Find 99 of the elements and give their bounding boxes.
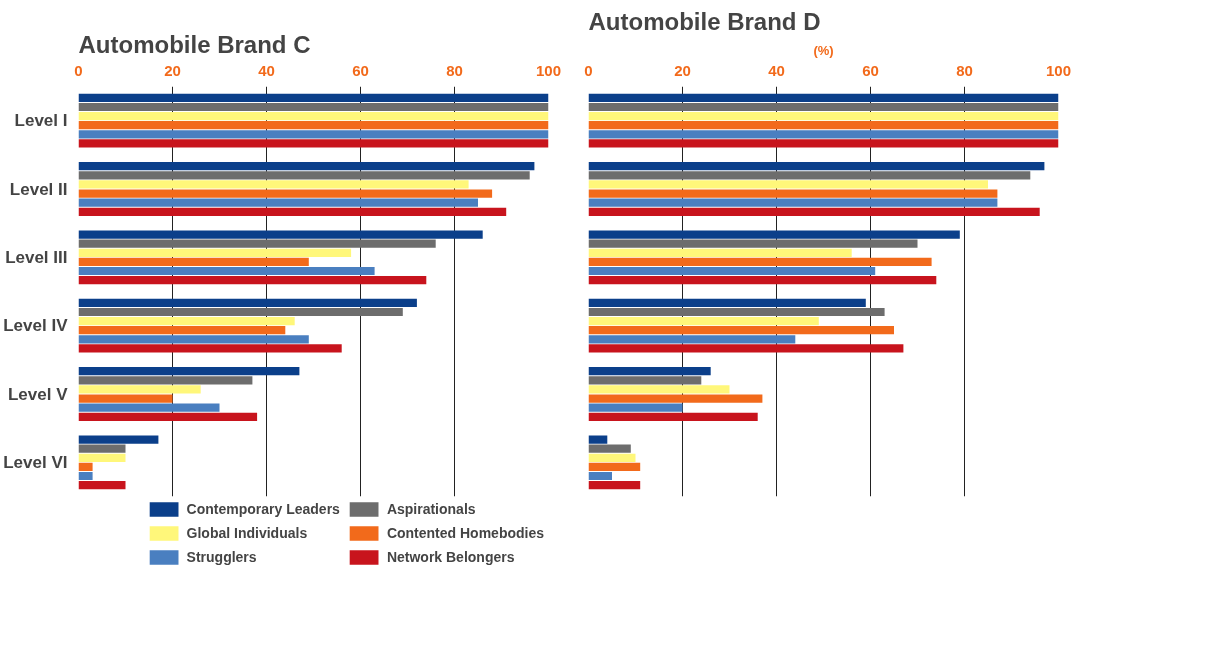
bar — [78, 307, 403, 317]
y-tick-label: Level II — [9, 179, 68, 199]
bar — [78, 162, 535, 171]
bar — [78, 266, 375, 276]
legend-label: Contented Homebodies — [386, 525, 544, 541]
bar — [78, 180, 469, 189]
x-tick-label: 80 — [956, 61, 973, 79]
bar — [78, 130, 549, 139]
bar — [588, 121, 1059, 130]
bar — [588, 481, 641, 490]
bar — [78, 471, 93, 481]
bar — [588, 394, 763, 403]
bar — [588, 412, 758, 421]
bar — [78, 248, 352, 257]
bar — [78, 93, 549, 102]
bar — [78, 102, 549, 112]
bar — [588, 266, 876, 276]
bar — [588, 298, 866, 307]
bar — [78, 385, 201, 394]
legend-label: Global Individuals — [186, 525, 308, 541]
bar — [78, 344, 342, 353]
chart-title: Automobile Brand D — [588, 7, 821, 35]
y-tick-label: Level V — [7, 384, 69, 404]
bar — [78, 298, 417, 307]
y-tick-label: Level I — [14, 111, 68, 131]
bar — [588, 93, 1059, 102]
bar — [588, 239, 918, 248]
bar — [588, 189, 998, 198]
x-tick-label: 100 — [535, 61, 562, 79]
bar — [78, 326, 286, 335]
x-tick-label: 60 — [862, 61, 879, 79]
bar — [588, 385, 730, 394]
bar — [78, 112, 549, 121]
bar — [78, 317, 295, 326]
bar — [78, 198, 478, 207]
bar — [588, 162, 1045, 171]
bar — [588, 435, 608, 444]
y-tick-label: Level VI — [3, 452, 68, 472]
bar — [78, 462, 93, 471]
bar — [78, 412, 258, 421]
x-tick-label: 100 — [1045, 61, 1072, 79]
bar — [78, 367, 300, 376]
bar — [78, 394, 173, 403]
bar — [588, 403, 683, 412]
x-tick-label: 40 — [768, 61, 785, 79]
bar — [588, 317, 819, 326]
bar — [588, 453, 636, 462]
bar — [588, 326, 894, 335]
bar — [588, 207, 1040, 216]
x-tick-label: 20 — [164, 61, 181, 79]
bar — [588, 367, 711, 376]
x-axis-title: (%) — [813, 42, 834, 58]
bar — [588, 130, 1059, 139]
bar — [78, 481, 126, 490]
bar — [588, 257, 932, 266]
bar — [78, 453, 126, 462]
bar — [78, 435, 159, 444]
legend-label: Network Belongers — [386, 549, 515, 565]
bar — [588, 230, 960, 239]
bar — [78, 276, 427, 285]
bar — [78, 171, 530, 180]
bar — [78, 376, 253, 385]
bar — [78, 139, 549, 148]
bar — [588, 171, 1031, 180]
bar — [588, 344, 904, 353]
bar — [78, 444, 126, 453]
x-tick-label: 60 — [352, 61, 369, 79]
bar — [78, 239, 436, 248]
bar — [588, 276, 937, 285]
legend-label: Aspirationals — [386, 501, 476, 517]
bar — [588, 335, 796, 344]
bar — [588, 180, 988, 189]
bar — [588, 307, 885, 317]
x-tick-label: 40 — [258, 61, 275, 79]
bar — [588, 471, 612, 481]
x-tick-label: 0 — [584, 61, 593, 79]
legend-label: Contemporary Leaders — [186, 501, 340, 517]
bar — [588, 112, 1059, 121]
bar — [78, 335, 309, 344]
bar — [78, 403, 220, 412]
bar — [588, 139, 1059, 148]
bar — [588, 248, 852, 257]
bar — [588, 102, 1059, 112]
bar — [588, 462, 641, 471]
bar — [78, 257, 309, 266]
x-tick-label: 80 — [446, 61, 463, 79]
y-tick-label: Level IV — [3, 316, 69, 336]
x-tick-label: 0 — [74, 61, 83, 79]
bar — [78, 230, 483, 239]
bar — [78, 121, 549, 130]
y-tick-label: Level III — [5, 247, 68, 267]
chart-title: Automobile Brand C — [78, 30, 311, 58]
bar — [78, 189, 493, 198]
bar — [588, 198, 998, 207]
legend-label: Strugglers — [186, 549, 257, 565]
bar — [588, 376, 702, 385]
x-tick-label: 20 — [674, 61, 691, 79]
bar — [78, 207, 507, 216]
bar — [588, 444, 631, 453]
